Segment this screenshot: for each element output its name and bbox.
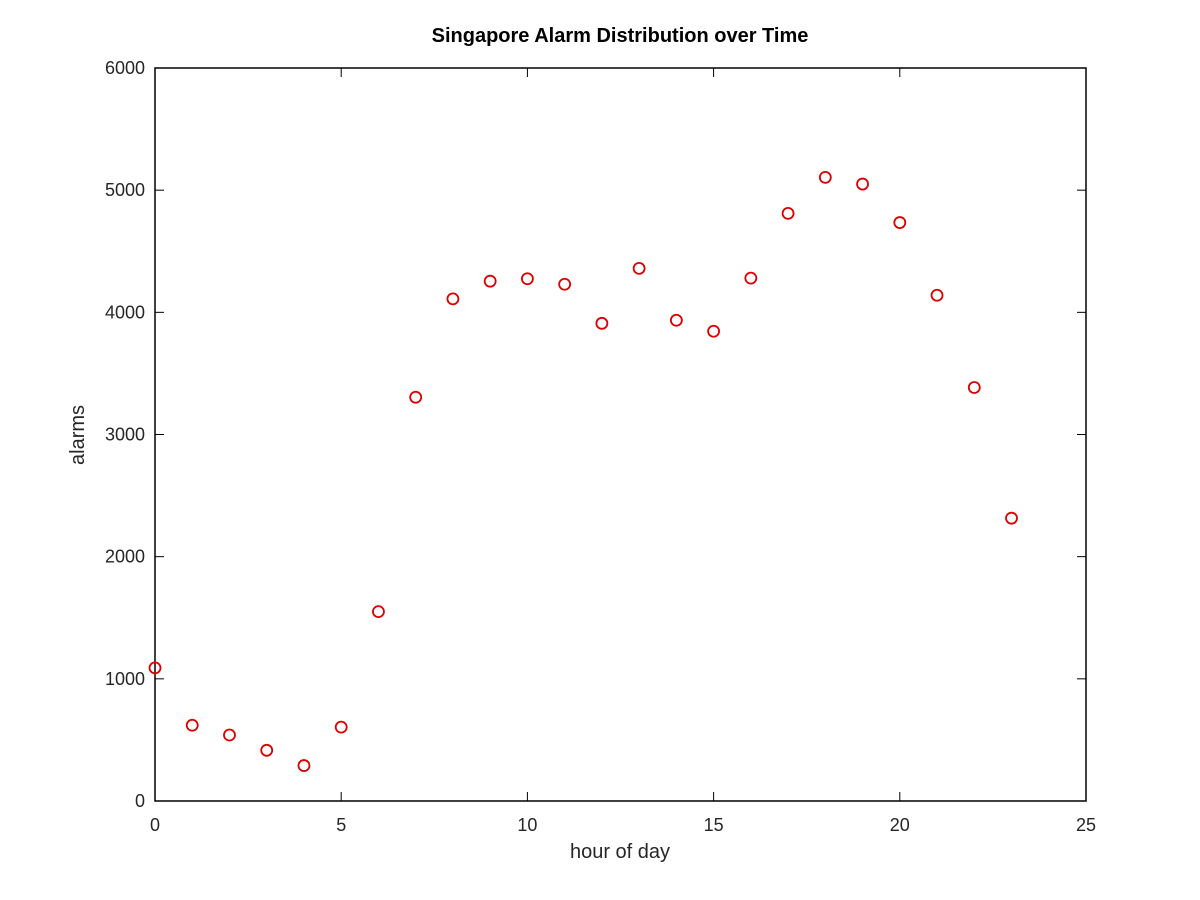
- data-point: [185, 718, 199, 732]
- data-point: [446, 292, 460, 306]
- y-tick-label: 1000: [105, 669, 145, 689]
- y-tick-label: 4000: [105, 302, 145, 322]
- y-tick-label: 6000: [105, 58, 145, 78]
- data-point: [297, 759, 311, 772]
- axes: [154, 67, 1087, 802]
- data-point: [744, 271, 758, 285]
- data-point: [632, 261, 646, 275]
- data-point: [521, 272, 534, 286]
- data-point: [334, 720, 348, 734]
- data-point: [781, 206, 795, 220]
- y-axis-label: alarms: [67, 405, 89, 465]
- chart-title: Singapore Alarm Distribution over Time: [432, 25, 809, 47]
- x-tick-label: 10: [517, 815, 537, 835]
- data-point: [372, 605, 385, 619]
- data-point: [856, 177, 869, 191]
- data-point: [669, 313, 683, 327]
- y-tick-label: 0: [135, 791, 145, 811]
- ticks: 0 5 10 15 20 25 0 1000 2000 3000 4000 5000 6000: [105, 58, 1096, 835]
- data-point: [930, 288, 944, 302]
- x-tick-label: 20: [890, 815, 910, 835]
- y-tick-label: 5000: [105, 180, 145, 200]
- data-point: [483, 274, 497, 288]
- y-tick-label: 3000: [105, 425, 145, 445]
- x-axis-label: hour of day: [570, 841, 670, 863]
- y-tick-label: 2000: [105, 547, 145, 567]
- data-point: [595, 316, 609, 330]
- data-point: [967, 381, 981, 394]
- data-point: [223, 728, 236, 742]
- data-points: [148, 170, 1018, 772]
- data-point: [707, 324, 720, 338]
- data-point: [818, 170, 832, 184]
- x-tick-label: 5: [336, 815, 346, 835]
- plot-frame: [154, 67, 1087, 802]
- data-point: [893, 216, 907, 229]
- data-point: [558, 277, 572, 291]
- data-point: [260, 743, 274, 757]
- data-point: [409, 390, 423, 404]
- x-tick-label: 15: [704, 815, 724, 835]
- x-tick-label: 25: [1076, 815, 1096, 835]
- x-tick-label: 0: [150, 815, 160, 835]
- data-point: [1005, 511, 1018, 525]
- data-point: [148, 661, 162, 675]
